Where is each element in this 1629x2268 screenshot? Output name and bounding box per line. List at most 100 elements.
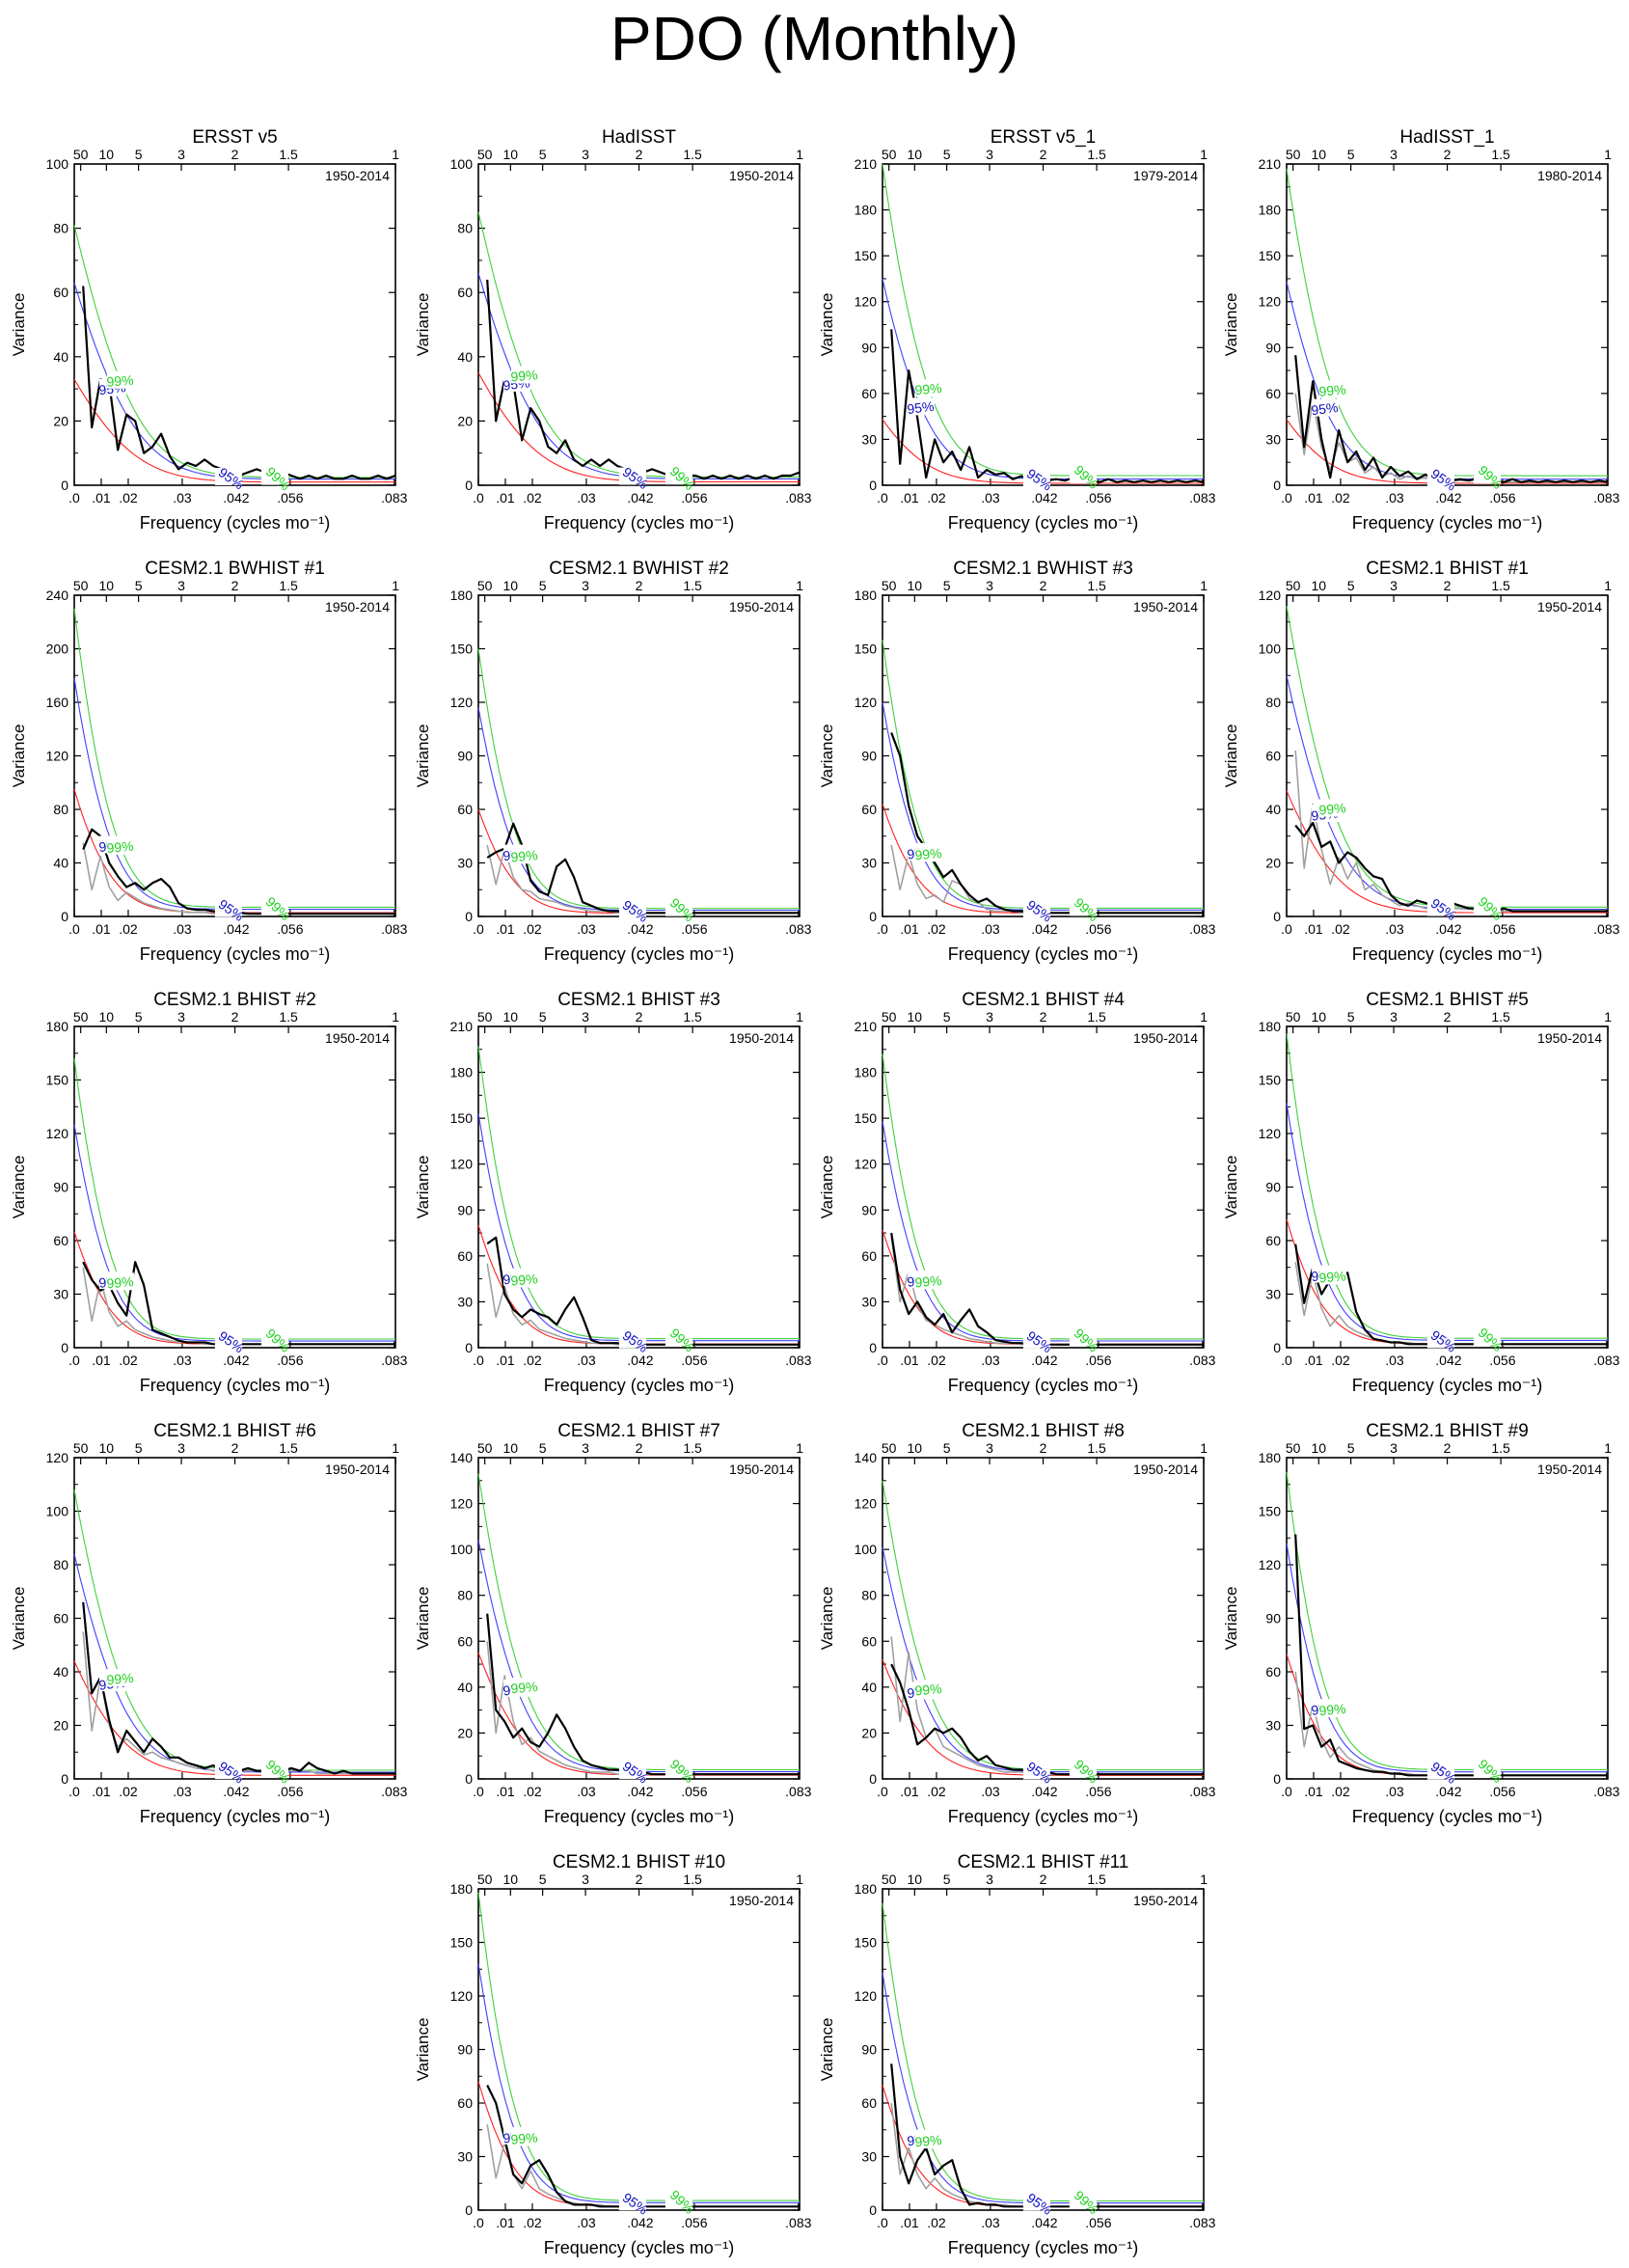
y-tick-label: 60 (1265, 1233, 1281, 1248)
top-period-label: 2 (231, 1440, 239, 1456)
x-tick-label: .042 (223, 1784, 249, 1799)
x-axis-label: Frequency (cycles mo⁻¹) (948, 944, 1139, 964)
top-period-label: 5 (539, 1440, 547, 1456)
x-tick-label: .01 (496, 490, 515, 506)
ci99-curve (882, 640, 1204, 909)
x-tick-label: .0 (877, 921, 888, 937)
x-tick-label: .056 (1489, 1784, 1515, 1799)
x-tick-label: .01 (900, 921, 919, 937)
top-period-label: 50 (73, 1440, 89, 1456)
red-noise-curve (882, 1659, 1204, 1776)
top-period-label: 1.5 (1087, 1440, 1106, 1456)
ci-label-background (1426, 898, 1454, 916)
x-tick-label: .083 (1593, 490, 1619, 506)
ci99-curve (477, 1892, 800, 2201)
x-tick-label: .02 (927, 921, 946, 937)
y-tick-label: 80 (53, 802, 68, 817)
period-label: 1950-2014 (729, 1462, 794, 1477)
chart-panel: CESM2.1 BWHIST #1 1950-2014 0 40 80 120 160 200… (10, 559, 408, 964)
top-period-label: 2 (1444, 147, 1452, 162)
top-period-label: 1 (1604, 1009, 1612, 1025)
x-tick-label: .03 (577, 921, 596, 937)
ci99-label: 99% (106, 1273, 134, 1291)
panel-title: CESM2.1 BHIST #10 (553, 1852, 725, 1872)
top-period-label: 5 (943, 1872, 951, 1887)
y-tick-label: 120 (855, 695, 878, 710)
top-period-label: 3 (582, 1009, 589, 1025)
x-tick-label: .0 (877, 490, 888, 506)
period-label: 1979-2014 (1133, 168, 1198, 183)
x-tick-label: .042 (1031, 1353, 1057, 1368)
ci-label-background (914, 379, 942, 397)
chart-panel: CESM2.1 BHIST #31950-2014030609012015018… (414, 990, 812, 1395)
top-period-label: 3 (986, 147, 993, 162)
top-period-label: 10 (99, 1009, 115, 1025)
x-tick-label: .03 (577, 1353, 596, 1368)
y-tick-label: 210 (1259, 156, 1282, 172)
x-tick-label: .0 (68, 490, 80, 506)
top-period-label: 1.5 (1087, 1872, 1106, 1887)
x-tick-label: .056 (277, 1353, 303, 1368)
top-period-label: 50 (1286, 1009, 1301, 1025)
y-tick-label: 60 (457, 285, 473, 300)
top-period-label: 3 (582, 147, 589, 162)
top-period-label: 50 (73, 147, 89, 162)
plot-frame (1286, 1457, 1609, 1780)
y-tick-label: 60 (861, 386, 877, 401)
period-label: 1950-2014 (1537, 599, 1602, 615)
panel-title: CESM2.1 BHIST #4 (962, 990, 1125, 1010)
y-tick-label: 120 (855, 1496, 878, 1512)
x-tick-label: .083 (1189, 921, 1215, 937)
top-period-label: 3 (986, 1009, 993, 1025)
reference-spectrum-line (486, 1641, 800, 1775)
y-axis-label: Variance (10, 1587, 28, 1651)
ci-label-background (914, 844, 942, 862)
ci99-curve (1286, 1471, 1608, 1771)
ci-label-background (1069, 898, 1097, 916)
top-period-label: 1 (1604, 1440, 1612, 1456)
x-axis-label: Frequency (cycles mo⁻¹) (140, 1376, 331, 1395)
x-tick-label: .01 (1304, 1353, 1323, 1368)
reference-spectrum-line (1294, 750, 1608, 913)
y-axis-label: Variance (414, 2018, 432, 2082)
x-tick-label: .01 (92, 921, 111, 937)
x-tick-label: .083 (1593, 1353, 1619, 1368)
y-tick-label: 0 (869, 1340, 877, 1355)
x-tick-label: .0 (877, 1784, 888, 1799)
y-tick-label: 30 (861, 431, 877, 447)
ci-label-background (1022, 1762, 1050, 1780)
x-tick-label: .0 (68, 1784, 80, 1799)
y-tick-label: 140 (855, 1450, 878, 1465)
ci95-curve (882, 1972, 1204, 2204)
y-tick-label: 150 (450, 642, 474, 657)
top-period-label: 3 (986, 1440, 993, 1456)
y-tick-label: 0 (61, 1771, 68, 1787)
x-axis-label: Frequency (cycles mo⁻¹) (544, 2238, 735, 2257)
y-tick-label: 90 (1265, 1180, 1281, 1195)
y-axis-label: Variance (414, 1587, 432, 1651)
period-label: 1950-2014 (729, 1030, 794, 1046)
y-tick-label: 90 (861, 1202, 877, 1217)
top-period-label: 1.5 (1491, 147, 1510, 162)
top-period-label: 1 (392, 147, 399, 162)
y-axis-label: Variance (818, 724, 836, 788)
ci-label-background (260, 1329, 288, 1348)
top-period-label: 10 (99, 1440, 115, 1456)
x-tick-label: .042 (1031, 921, 1057, 937)
top-period-label: 1.5 (683, 1009, 702, 1025)
top-period-label: 2 (636, 1440, 643, 1456)
top-period-label: 10 (99, 147, 115, 162)
x-tick-label: .01 (900, 2215, 919, 2230)
period-label: 1950-2014 (1133, 1030, 1198, 1046)
ci-label-background (106, 370, 134, 389)
top-period-label: 50 (882, 147, 897, 162)
y-tick-label: 60 (861, 1248, 877, 1264)
top-period-label: 2 (636, 1009, 643, 1025)
y-tick-label: 120 (46, 1126, 69, 1141)
x-tick-label: .03 (577, 2215, 596, 2230)
top-period-label: 2 (1040, 1009, 1047, 1025)
ci-label-background (1069, 1760, 1097, 1778)
panel-title: CESM2.1 BHIST #1 (1366, 559, 1529, 579)
panel-title: CESM2.1 BHIST #9 (1366, 1421, 1529, 1441)
panel-title: CESM2.1 BHIST #3 (557, 990, 720, 1010)
